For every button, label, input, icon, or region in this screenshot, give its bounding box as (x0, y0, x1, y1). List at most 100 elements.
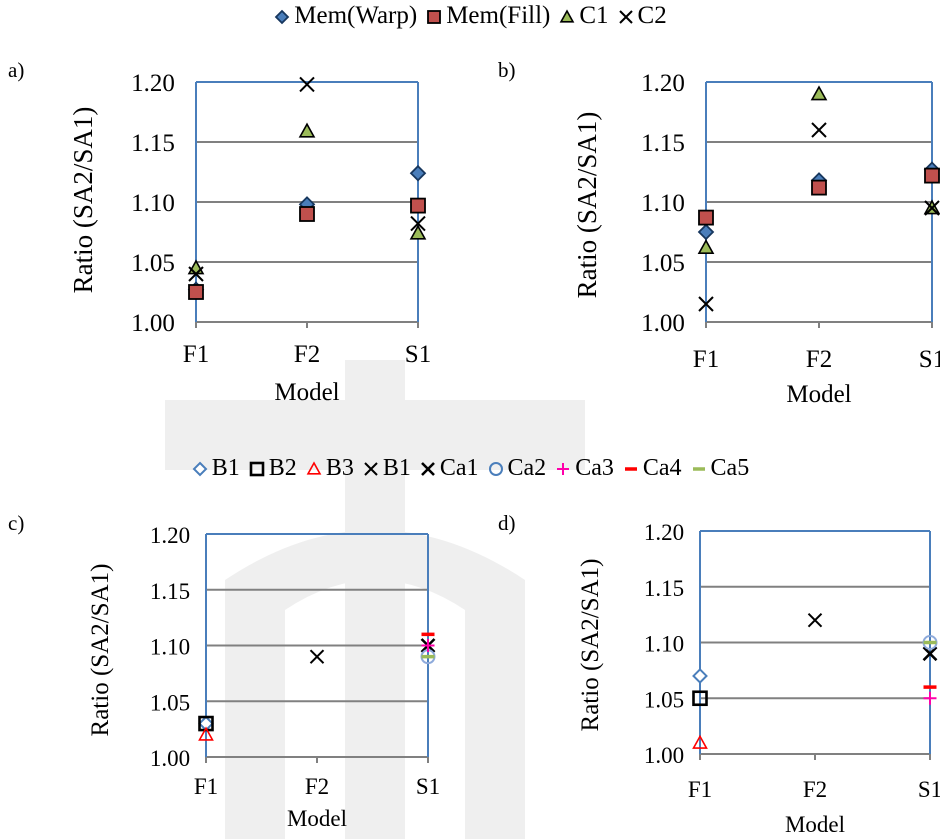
x-tick-label: S1 (405, 341, 431, 368)
data-point-c1 (298, 122, 316, 138)
y-tick-label: 1.05 (641, 250, 685, 277)
data-point-b2 (692, 690, 708, 707)
y-tick-label: 1.15 (644, 576, 684, 601)
y-tick-label: 1.10 (131, 190, 175, 217)
data-point-b2 (198, 715, 214, 732)
legend-top-marker-triangle (559, 9, 575, 23)
y-tick-label: 1.15 (131, 130, 175, 157)
data-point-c1 (409, 224, 427, 240)
data-point-mem-warp (409, 164, 427, 182)
x-axis-label: Model (274, 379, 339, 406)
chart-d: 1.00 1.05 1.10 1.15 1.20 F1 F2 S1 Model Ratio (SA… (577, 520, 940, 837)
y-tick-label: 1.10 (641, 190, 685, 217)
y-tick-label: 1.10 (150, 635, 190, 660)
chart-a: 1.00 1.05 1.10 1.15 1.20 F1 F2 S1 Model Ratio (SA… (68, 70, 431, 406)
data-point-b3 (692, 734, 708, 749)
legend-bottom-marker-dash (624, 467, 637, 472)
x-tick-label: F1 (194, 774, 218, 799)
legend-bottom-label: B3 (325, 455, 354, 481)
y-tick-label: 1.20 (150, 523, 190, 548)
chart-b: 1.00 1.05 1.10 1.15 1.20 F1 F2 S1 Model Ratio (SA… (572, 70, 940, 408)
x-tick-label: F1 (183, 341, 209, 368)
legend-bottom-item: B2 (248, 455, 297, 482)
legend-bottom-item: Ca1 (419, 455, 479, 482)
legend-bottom-label: Ca2 (507, 455, 547, 481)
legend-top-label: Mem(Warp) (294, 2, 418, 29)
legend-top: Mem(Warp) Mem(Fill) C1 C2 (0, 2, 940, 30)
y-tick-label: 1.00 (131, 310, 175, 337)
x-axis-label: Model (786, 381, 851, 408)
y-tick-label: 1.05 (644, 687, 684, 712)
x-tick-label: S1 (416, 774, 440, 799)
data-point-b3 (198, 726, 214, 741)
legend-bottom-marker-plus (557, 463, 570, 476)
data-point-c2 (188, 266, 204, 282)
legend-bottom-label: B1 (382, 455, 411, 481)
data-point-b1 (807, 612, 823, 628)
legend-bottom-marker-square-open (249, 462, 265, 477)
watermark-logo (165, 360, 585, 839)
legend-top-label: C1 (579, 2, 609, 29)
legend-bottom-item: Ca3 (554, 455, 614, 482)
legend-top-item: Mem(Warp) (273, 2, 417, 30)
y-tick-label: 1.05 (131, 250, 175, 277)
data-point-mem-fill (299, 206, 315, 222)
y-axis-label: Ratio (SA2/SA1) (87, 564, 114, 737)
legend-bottom-item: Ca5 (690, 455, 750, 482)
x-tick-label: F1 (688, 777, 712, 802)
legend-top-label: Mem(Fill) (446, 2, 551, 29)
legend-bottom-label: Ca3 (575, 455, 614, 481)
legend-bottom-label: Ca1 (439, 455, 479, 481)
x-tick-label: F2 (806, 346, 832, 373)
legend-bottom-label: Ca4 (642, 455, 682, 481)
x-tick-label: F2 (305, 774, 329, 799)
legend-bottom-item: B3 (305, 455, 354, 482)
legend-bottom-marker-x (364, 462, 378, 477)
legend-bottom-item: B1 (362, 455, 411, 482)
x-tick-label: S1 (919, 346, 940, 373)
data-point-c1 (697, 238, 715, 254)
y-tick-label: 1.20 (644, 520, 684, 545)
legend-top-marker-square (427, 10, 442, 25)
y-tick-label: 1.00 (150, 746, 190, 771)
legend-bottom-item: B1 (191, 455, 240, 482)
legend-bottom-label: B1 (211, 455, 240, 481)
y-tick-label: 1.15 (641, 130, 685, 157)
data-point-ca3 (421, 639, 435, 652)
y-tick-label: 1.00 (644, 743, 684, 768)
legend-bottom-marker-triangle-open (306, 461, 322, 476)
legend-bottom-item: Ca4 (622, 455, 682, 482)
data-point-ca1 (922, 646, 938, 662)
x-axis-label: Model (785, 812, 845, 837)
data-point-c2 (811, 122, 827, 138)
y-axis-label: Ratio (SA2/SA1) (577, 559, 604, 732)
legend-top-marker-diamond (274, 9, 290, 25)
legend-bottom-item: Ca2 (487, 455, 547, 482)
data-point-b1 (692, 668, 708, 684)
chart-c: 1.00 1.05 1.10 1.15 1.20 F1 F2 S1 Model Ratio (SA… (87, 523, 440, 831)
legend-bottom-marker-dash (692, 467, 705, 472)
data-point-c2 (924, 200, 940, 216)
y-tick-label: 1.20 (131, 70, 175, 97)
data-point-c1 (810, 85, 828, 101)
data-point-mem-fill (924, 167, 940, 184)
legend-top-item: C2 (617, 2, 667, 30)
legend-bottom-marker-diamond-open (192, 462, 208, 477)
y-tick-label: 1.20 (641, 70, 685, 97)
data-point-b1 (309, 649, 325, 664)
x-axis-label: Model (287, 806, 347, 831)
panel-label-c: c) (8, 511, 25, 535)
y-tick-label: 1.00 (641, 310, 685, 337)
legend-bottom-label: Ca5 (710, 455, 750, 481)
data-point-mem-warp (697, 223, 715, 241)
data-point-mem-fill (811, 179, 827, 196)
data-point-mem-fill (410, 197, 426, 214)
legend-top-item: C1 (558, 2, 609, 30)
data-point-c2 (410, 215, 426, 232)
data-point-mem-fill (188, 284, 204, 300)
x-tick-label: F1 (693, 346, 719, 373)
panel-label-a: a) (8, 58, 25, 82)
data-point-c2 (698, 296, 714, 312)
legend-bottom: B1 B2 B3 B1 Ca1 Ca2 Ca3 Ca4 Ca5 (0, 455, 940, 482)
